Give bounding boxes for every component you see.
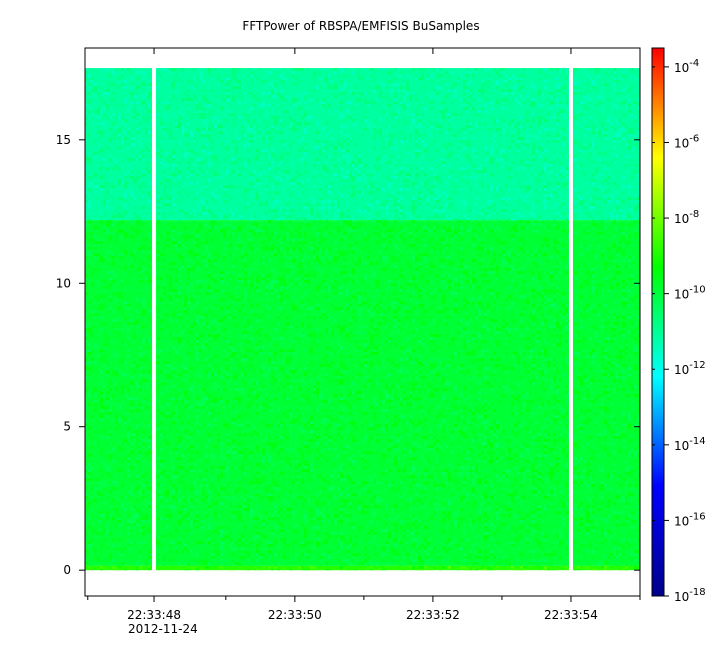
colorbar: 10-4 10-6 10-8 10-10 10-12 10-14 10-16 10-18 bbox=[652, 48, 706, 604]
colorbar-tick-label: 10-12 bbox=[674, 360, 706, 377]
colorbar-gradient bbox=[652, 48, 664, 596]
data-gap bbox=[152, 48, 156, 596]
x-tick-label: 22:33:50 bbox=[268, 608, 322, 622]
x-tick-date-label: 2012-11-24 bbox=[128, 622, 198, 636]
colorbar-tick-label: 10-4 bbox=[674, 58, 699, 75]
y-tick-label: 15 bbox=[56, 133, 71, 147]
colorbar-tick-label: 10-10 bbox=[674, 285, 706, 302]
y-tick-label: 0 bbox=[63, 563, 71, 577]
colorbar-tick-label: 10-16 bbox=[674, 511, 706, 528]
colorbar-tick-label: 10-6 bbox=[674, 133, 699, 150]
data-gap bbox=[569, 48, 573, 596]
spectrogram-band bbox=[85, 220, 640, 566]
spectrogram-band bbox=[85, 68, 640, 220]
x-tick-label: 22:33:48 bbox=[127, 608, 181, 622]
spectrogram-band bbox=[85, 566, 640, 570]
colorbar-tick-label: 10-18 bbox=[674, 587, 706, 604]
y-tick-label: 10 bbox=[56, 276, 71, 290]
x-tick-label: 22:33:54 bbox=[544, 608, 598, 622]
chart-title: FFTPower of RBSPA/EMFISIS BuSamples bbox=[242, 19, 479, 33]
colorbar-tick-label: 10-8 bbox=[674, 209, 699, 226]
plot-area bbox=[85, 48, 640, 596]
x-tick-label: 22:33:52 bbox=[406, 608, 460, 622]
colorbar-tick-label: 10-14 bbox=[674, 436, 706, 453]
y-tick-label: 5 bbox=[63, 420, 71, 434]
